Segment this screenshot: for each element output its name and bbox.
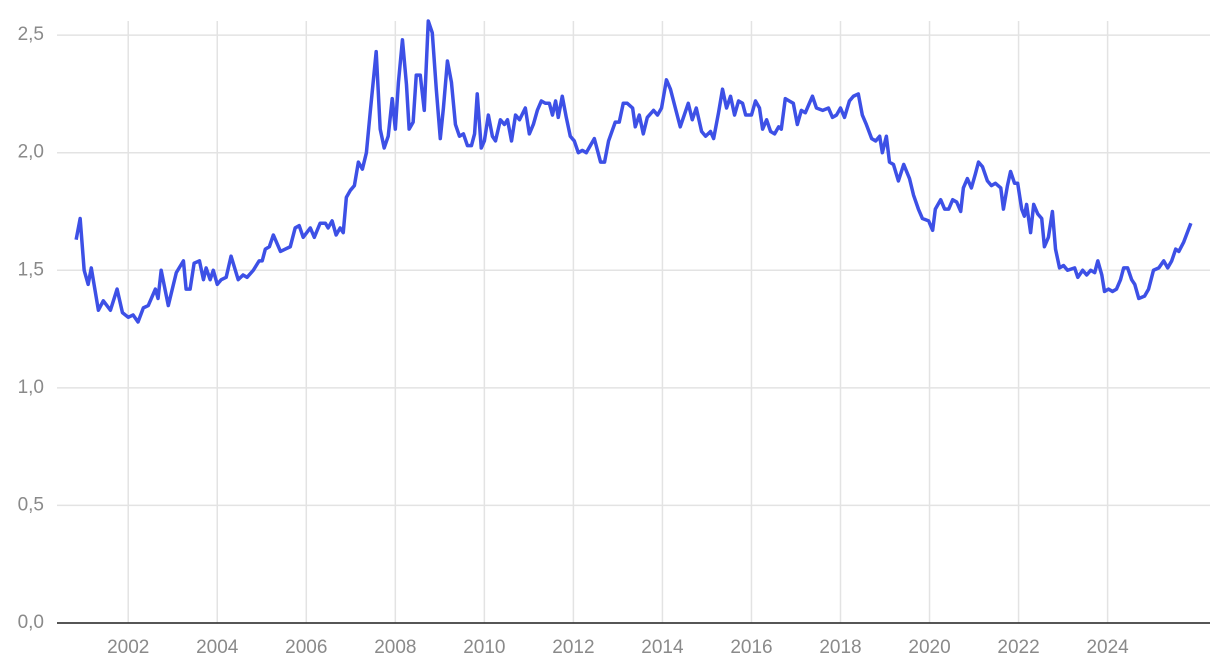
line <box>74 19 1193 324</box>
y-tick-label: 2,5 <box>18 24 44 45</box>
x-tick-label: 2024 <box>1086 637 1129 658</box>
x-tick-label: 2018 <box>819 637 861 658</box>
x-tick-label: 2010 <box>463 637 505 658</box>
x-tick-label: 2022 <box>997 637 1039 658</box>
x-tick-label: 2014 <box>641 637 684 658</box>
x-tick-label: 2020 <box>908 637 950 658</box>
x-tick-label: 2004 <box>196 637 239 658</box>
y-tick-label: 0,5 <box>18 494 44 515</box>
y-tick-label: 1,5 <box>18 259 44 280</box>
x-tick-label: 2012 <box>552 637 594 658</box>
y-tick-label: 1,0 <box>18 377 44 398</box>
y-tick-label: 0,0 <box>18 612 44 633</box>
x-tick-label: 2016 <box>730 637 772 658</box>
x-tick-label: 2006 <box>285 637 327 658</box>
y-tick-label: 2,0 <box>18 142 44 163</box>
x-tick-label: 2008 <box>374 637 416 658</box>
x-tick-label: 2002 <box>107 637 149 658</box>
